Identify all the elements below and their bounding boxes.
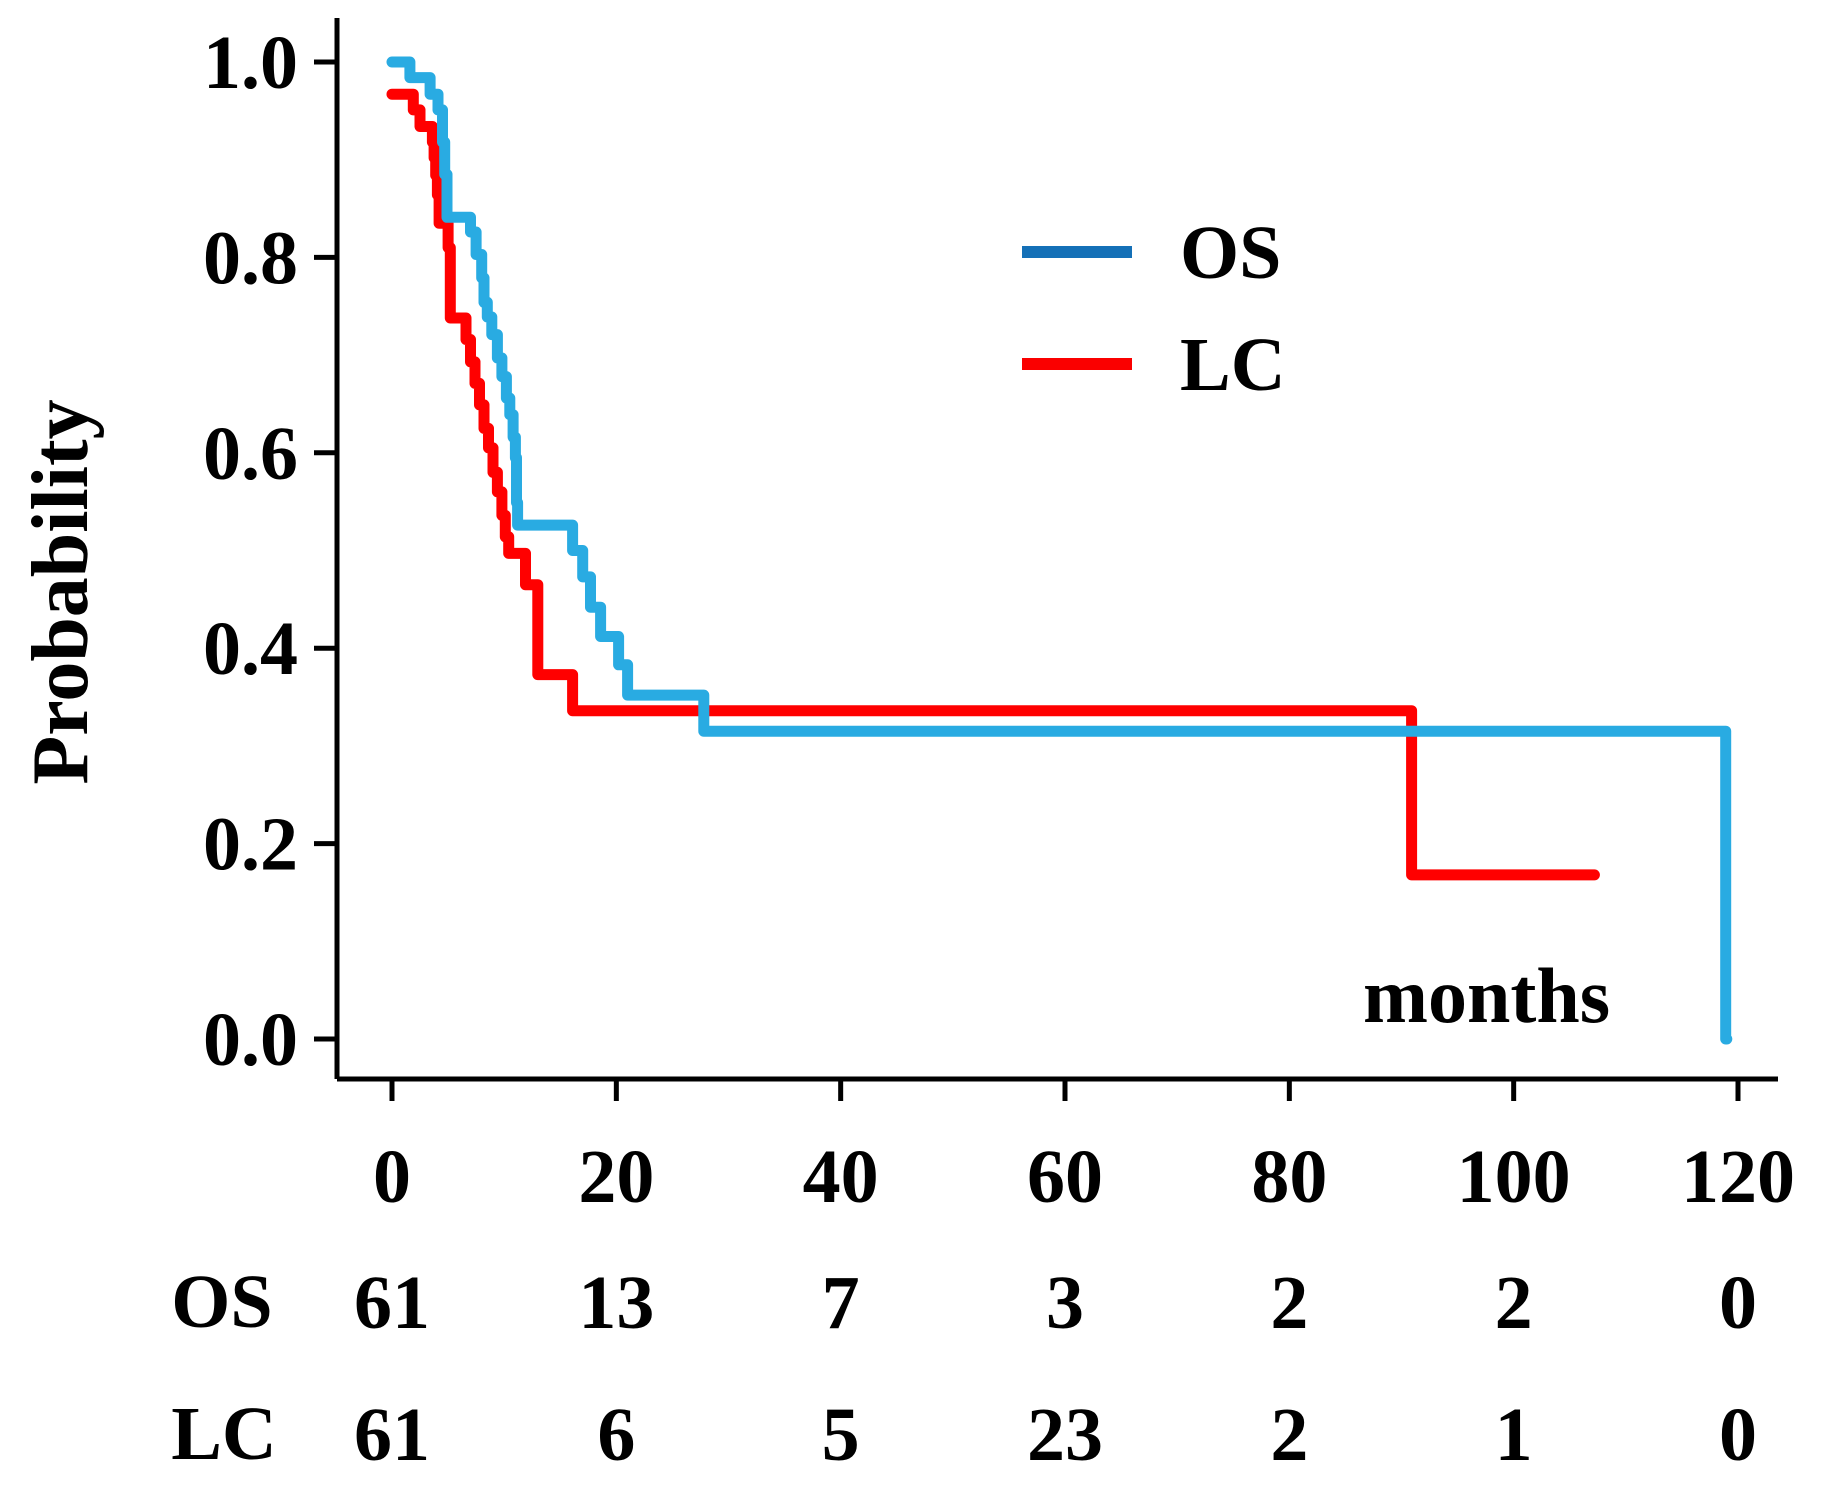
risk-value-lc: 61 (354, 1393, 430, 1477)
axes (314, 18, 1778, 1101)
risk-value-os: 0 (1719, 1261, 1757, 1345)
risk-value-lc: 23 (1027, 1393, 1103, 1477)
risk-value-lc: 6 (597, 1393, 635, 1477)
risk-value-lc: 2 (1270, 1393, 1308, 1477)
risk-value-os: 3 (1046, 1261, 1084, 1345)
x-axis-unit-label: months (1363, 952, 1610, 1039)
risk-value-os: 7 (822, 1261, 860, 1345)
legend: OS LC (1022, 211, 1286, 407)
risk-value-os: 2 (1270, 1261, 1308, 1345)
y-axis-title: Probability (17, 399, 105, 784)
risk-table-values: 61 13 7 3 2 2 0 61 6 5 23 2 1 0 (354, 1261, 1757, 1477)
y-tick-label: 1.0 (203, 21, 298, 105)
risk-value-lc: 5 (822, 1393, 860, 1477)
legend-os-label: OS (1180, 211, 1281, 295)
y-tick-label: 0.4 (203, 607, 298, 691)
lc-survival-curve (386, 88, 1600, 881)
risk-value-os: 61 (354, 1261, 430, 1345)
x-tick-label: 80 (1251, 1135, 1327, 1219)
y-tick-label: 0.8 (203, 216, 298, 300)
risk-row-lc-label: LC (171, 1392, 277, 1476)
y-tick-label: 0.2 (203, 803, 298, 887)
x-tick-label: 60 (1027, 1135, 1103, 1219)
risk-value-os: 13 (578, 1261, 654, 1345)
x-tick-label: 100 (1457, 1135, 1571, 1219)
os-survival-curve (386, 56, 1733, 1045)
survival-curves (386, 56, 1733, 1045)
x-tick-label: 40 (803, 1135, 879, 1219)
x-tick-label: 0 (373, 1135, 411, 1219)
x-tick-label: 120 (1681, 1135, 1795, 1219)
y-tick-label: 0.0 (203, 998, 298, 1082)
risk-value-os: 2 (1495, 1261, 1533, 1345)
x-tick-label: 20 (578, 1135, 654, 1219)
tick-labels: 1.0 0.8 0.6 0.4 0.2 0.0 0 20 40 60 80 100 120 (203, 21, 1795, 1219)
legend-lc-label: LC (1180, 323, 1286, 407)
y-tick-label: 0.6 (203, 412, 298, 496)
risk-value-lc: 1 (1495, 1393, 1533, 1477)
risk-row-os-label: OS (171, 1260, 272, 1344)
risk-value-lc: 0 (1719, 1393, 1757, 1477)
